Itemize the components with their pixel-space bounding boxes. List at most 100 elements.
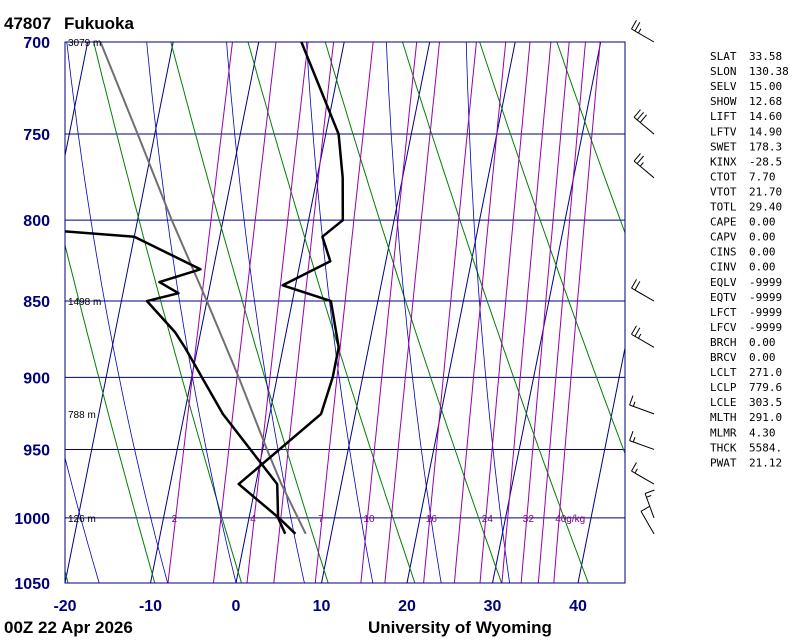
dry-adiabat-line	[324, 42, 503, 583]
wind-barb	[633, 153, 655, 179]
index-value: 21.70	[749, 186, 782, 199]
height-label: 1498 m	[68, 297, 101, 308]
isotherm-line	[235, 42, 345, 583]
index-value: 303.5	[749, 396, 782, 409]
station-name: Fukuoka	[64, 14, 134, 33]
index-value: 779.6	[749, 381, 782, 394]
pressure-tick-label: 800	[23, 213, 50, 230]
pressure-tick-label: 900	[23, 370, 50, 387]
index-name: BRCH	[710, 336, 737, 349]
index-name: KINX	[710, 155, 737, 168]
index-value: 0.00	[749, 261, 776, 274]
dry-adiabat-line	[65, 569, 69, 583]
wind-barbs	[629, 20, 655, 535]
index-value: 0.00	[749, 351, 776, 364]
mixing-ratio-line	[453, 42, 507, 583]
isotherm-line	[150, 42, 260, 583]
temperature-tick-label: 30	[484, 598, 502, 615]
index-value: 15.00	[749, 80, 782, 93]
moist-adiabat-line	[65, 456, 100, 583]
index-name: MLTH	[710, 411, 737, 424]
wind-barb	[631, 279, 655, 302]
mixing-ratio-label: 10	[364, 514, 376, 525]
background-lines	[0, 42, 625, 583]
wind-barb	[633, 109, 655, 135]
index-value: 21.12	[749, 456, 782, 469]
index-value: 7.70	[749, 170, 776, 183]
index-value: 0.00	[749, 216, 776, 229]
mixing-ratio-line	[479, 42, 531, 583]
moist-adiabat-line	[226, 42, 305, 583]
dry-adiabat-line	[479, 42, 625, 455]
sounding-profiles	[65, 42, 345, 535]
wind-barb	[629, 395, 655, 415]
isotherm-line	[577, 345, 625, 583]
index-value: 130.38	[749, 65, 789, 78]
pressure-tick-label: 1050	[14, 576, 50, 593]
mixing-ratio-line	[167, 42, 233, 583]
index-value: -28.5	[749, 155, 782, 168]
index-name: CAPE	[710, 216, 737, 229]
pressure-tick-label: 750	[23, 127, 50, 144]
index-name: BRCV	[710, 351, 737, 364]
dry-adiabat-line	[170, 42, 329, 583]
temperature-tick-label: -10	[139, 598, 162, 615]
mixing-ratio-line	[314, 42, 374, 583]
index-name: EQTV	[710, 291, 737, 304]
mixing-ratio-line	[384, 42, 440, 583]
index-name: LCLT	[710, 366, 737, 379]
observation-time: 00Z 22 Apr 2026	[4, 618, 133, 637]
index-value: 33.58	[749, 50, 782, 63]
index-name: CINS	[710, 246, 737, 259]
wind-barb	[629, 431, 655, 450]
index-name: THCK	[710, 441, 737, 454]
mixing-ratio-label: 2	[172, 514, 178, 525]
index-name: LFCT	[710, 306, 737, 319]
temperature-tick-label: 10	[313, 598, 331, 615]
index-value: 14.60	[749, 110, 782, 123]
dry-adiabat-line	[65, 242, 156, 583]
height-label: 3079 m	[68, 38, 101, 49]
index-value: 12.68	[749, 95, 782, 108]
height-label: 126 m	[68, 514, 96, 525]
pressure-tick-label: 1000	[14, 511, 50, 528]
height-label: 788 m	[68, 410, 96, 421]
index-name: VTOT	[710, 186, 737, 199]
wind-barb	[644, 489, 655, 519]
moist-adiabat-line	[66, 42, 168, 583]
stability-indices: SLAT 33.58 SLON 130.38 SELV 15.00 SHOW 12.68 LIF…	[710, 50, 789, 469]
index-name: SWET	[710, 140, 737, 153]
index-name: SLON	[710, 65, 737, 78]
isotherm-line	[0, 42, 2, 583]
mixing-ratio-line	[501, 42, 552, 583]
index-name: SHOW	[710, 95, 737, 108]
index-value: -9999	[749, 321, 782, 334]
mixing-ratio-line	[423, 42, 477, 583]
index-name: LCLE	[710, 396, 737, 409]
pressure-tick-label: 700	[23, 35, 50, 52]
index-value: 14.90	[749, 125, 782, 138]
dry-adiabat-line	[247, 42, 416, 583]
moist-adiabat-line	[146, 42, 237, 583]
mixing-ratio-label: 7	[318, 514, 324, 525]
wind-barb	[631, 462, 655, 485]
dewpoint-line	[65, 230, 287, 535]
temperature-tick-label: 20	[398, 598, 416, 615]
mixing-ratio-label: 24	[482, 514, 494, 525]
mixing-ratio-line	[273, 42, 335, 583]
index-value: 0.00	[749, 246, 776, 259]
mixing-ratio-line	[553, 42, 601, 583]
index-name: CAPV	[710, 231, 737, 244]
data-source: University of Wyoming	[368, 618, 552, 637]
parcel-path	[99, 42, 307, 535]
wind-barb	[631, 325, 655, 348]
dry-adiabat-line	[556, 42, 625, 235]
index-value: 291.0	[749, 411, 782, 424]
wind-barb	[631, 20, 655, 43]
mixing-ratio-line	[360, 42, 418, 583]
mixing-ratio-line	[537, 42, 586, 583]
isotherm-line	[65, 42, 89, 159]
mixing-ratio-line	[246, 42, 309, 583]
mixing-ratio-line	[520, 42, 570, 583]
mixing-ratio-label: 4	[250, 514, 256, 525]
